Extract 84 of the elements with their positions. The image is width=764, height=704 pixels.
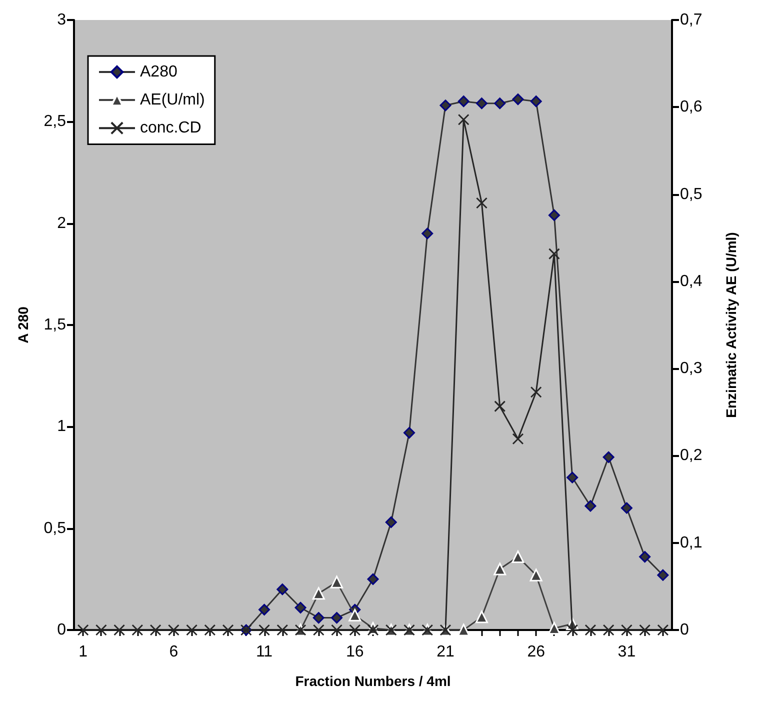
y-tick-label: 2,5	[44, 113, 66, 130]
point	[312, 587, 325, 600]
y2-tick-label: 0,6	[680, 98, 702, 116]
point	[458, 96, 470, 108]
point	[566, 624, 578, 636]
point	[331, 624, 343, 636]
point	[349, 624, 361, 636]
point	[494, 400, 506, 412]
point	[294, 602, 306, 614]
point	[114, 624, 126, 636]
y2-axis-title: Enzimatic Activity AE (U/ml)	[723, 232, 739, 418]
point	[222, 624, 234, 636]
x-tick-label: 6	[169, 644, 178, 660]
point	[476, 197, 488, 209]
point	[312, 624, 324, 636]
point	[602, 451, 614, 463]
point	[132, 624, 144, 636]
x-tick-label: 11	[256, 644, 273, 660]
point	[512, 550, 524, 564]
legend-label: conc.CD	[140, 120, 202, 137]
point	[204, 624, 216, 636]
y2-tick-label: 0,5	[680, 186, 702, 203]
point	[512, 433, 524, 445]
point	[168, 624, 180, 636]
x-tick-label: 26	[527, 644, 546, 660]
x-tick-label: 21	[436, 644, 454, 660]
point	[494, 98, 506, 110]
point	[620, 502, 632, 514]
point	[548, 248, 560, 260]
point	[639, 624, 651, 636]
point	[584, 500, 596, 512]
point	[530, 568, 542, 582]
point	[258, 624, 270, 636]
point	[548, 209, 560, 221]
legend-label: AE(U/ml)	[140, 92, 205, 108]
y2-tick-label: 0	[680, 622, 689, 638]
y2-tick-label: 0,1	[680, 534, 702, 552]
point	[77, 624, 89, 636]
y-tick-label: 1	[57, 418, 66, 436]
y-tick-label: 0,5	[44, 520, 66, 537]
point	[385, 516, 397, 528]
y2-tick-label: 0,7	[680, 12, 702, 28]
point	[475, 610, 488, 624]
point	[512, 94, 524, 106]
point	[458, 114, 470, 126]
x-tick-label: 1	[78, 644, 88, 660]
y-tick-label: 1,5	[44, 316, 66, 334]
point	[620, 624, 632, 636]
point	[331, 612, 343, 624]
point	[186, 624, 198, 636]
x-axis-title: Fraction Numbers / 4ml	[295, 673, 451, 689]
point	[312, 612, 324, 624]
x-tick-label: 16	[346, 644, 364, 660]
point	[548, 622, 560, 635]
point	[276, 584, 288, 596]
point	[403, 427, 415, 439]
point	[639, 551, 651, 563]
legend-label: A280	[140, 64, 178, 80]
point	[276, 624, 288, 636]
point	[657, 624, 669, 636]
y2-tick-label: 0,4	[680, 272, 702, 290]
point	[348, 608, 362, 622]
y-axis-title: A 280	[15, 306, 31, 344]
point	[440, 100, 452, 112]
point	[367, 573, 379, 585]
point	[258, 604, 270, 616]
y-tick-label: 0	[57, 622, 66, 638]
point	[657, 569, 669, 581]
y2-tick-label: 0,3	[680, 360, 702, 378]
point	[530, 96, 542, 108]
y-tick-label: 3	[57, 12, 66, 28]
point	[530, 386, 542, 398]
y-tick-label: 2	[57, 214, 66, 232]
y2-tick-label: 0,2	[680, 447, 702, 464]
point	[476, 98, 488, 110]
point	[330, 576, 344, 588]
x-tick-label: 31	[618, 644, 636, 660]
point	[494, 562, 506, 576]
point	[95, 624, 107, 636]
point	[150, 624, 162, 636]
point	[602, 624, 614, 636]
point	[422, 228, 434, 240]
point	[584, 624, 596, 636]
point	[566, 472, 578, 484]
